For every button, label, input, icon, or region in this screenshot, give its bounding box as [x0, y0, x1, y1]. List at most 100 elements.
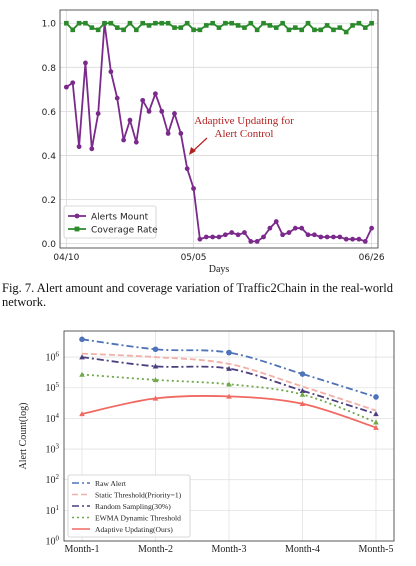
data-point-0: [121, 137, 126, 143]
data-point-1: [343, 29, 349, 35]
data-point-1: [121, 27, 126, 33]
data-point-0: [210, 234, 216, 240]
y-tick-base: 10: [46, 445, 56, 456]
data-point-0: [248, 238, 254, 244]
y-tick-base: 10: [46, 506, 56, 517]
data-point-1: [286, 27, 292, 33]
legend-label-1: Coverage Rate: [91, 225, 158, 235]
data-point-0: [312, 232, 317, 238]
data-point-1: [261, 20, 266, 26]
data-point-0: [242, 230, 247, 235]
data-point-1: [331, 27, 336, 33]
alerts-coverage-chart: 0.0 0.2 0.4 0.6 0.8 1.0 04/10 05/05 06/26 Days Ada…: [42, 9, 385, 275]
x-tick-label: 04/10: [53, 253, 79, 263]
data-point-0: [127, 117, 133, 123]
y-tick-base: 10: [46, 383, 56, 394]
series-line-3: [81, 373, 377, 424]
legend-label-2: Random Sampling(30%): [95, 502, 171, 511]
data-point-2: [226, 365, 232, 371]
data-point-0: [222, 232, 228, 238]
data-point-1: [70, 27, 76, 33]
data-point-1: [165, 20, 171, 26]
data-point-1: [153, 20, 158, 26]
data-point-1: [254, 27, 260, 33]
y-tick-label: 100: [46, 535, 60, 548]
data-point-0: [373, 394, 379, 400]
series-line-2: [81, 356, 377, 415]
data-point-3: [299, 391, 306, 397]
x-tick-label: 06/26: [359, 253, 385, 263]
data-point-1: [197, 27, 203, 33]
data-point-2: [152, 363, 159, 369]
data-point-0: [133, 139, 139, 145]
data-point-0: [229, 230, 235, 235]
legend-box: [67, 474, 191, 538]
data-point-0: [261, 234, 266, 240]
data-point-0: [146, 108, 152, 114]
data-point-0: [191, 186, 196, 191]
data-point-0: [63, 84, 69, 90]
data-point-0: [95, 111, 101, 116]
data-point-1: [229, 20, 235, 26]
data-point-0: [343, 236, 349, 242]
y-tick-exponent: 3: [56, 443, 60, 451]
y-tick-label: 0.2: [42, 196, 56, 206]
data-point-0: [280, 232, 285, 238]
y-tick-label: 0.8: [42, 64, 57, 74]
plot-frame: [63, 330, 395, 542]
y-tick-base: 10: [46, 475, 56, 486]
data-point-1: [159, 20, 165, 26]
legend-label-0: Raw Alert: [95, 479, 127, 488]
y-tick-exponent: 2: [56, 473, 60, 481]
data-point-4: [299, 400, 306, 407]
x-tick-label: Month-3: [212, 544, 247, 555]
data-point-4: [79, 411, 85, 417]
data-point-0: [305, 232, 311, 238]
data-point-1: [235, 23, 241, 28]
data-point-2: [79, 354, 85, 360]
y-tick-label: 104: [46, 412, 60, 425]
y-tick-label: 105: [46, 381, 60, 394]
x-tick-label: Month-4: [285, 544, 320, 555]
y-tick-exponent: 4: [56, 412, 60, 420]
data-point-1: [127, 20, 133, 26]
data-point-1: [312, 27, 317, 33]
data-point-0: [235, 232, 241, 238]
data-point-0: [184, 166, 190, 172]
data-point-0: [114, 95, 120, 101]
y-tick-exponent: 6: [56, 351, 60, 359]
annotation-arrowhead: [189, 147, 196, 155]
data-point-0: [165, 131, 171, 136]
legend-label-0: Alerts Mount: [91, 212, 149, 222]
data-point-0: [362, 238, 368, 244]
data-point-1: [203, 23, 209, 28]
figure-caption: Fig. 7. Alert amount and coverage variat…: [2, 281, 393, 309]
data-point-0: [337, 234, 343, 240]
y-tick-label: 0.4: [42, 152, 57, 162]
data-point-1: [223, 20, 228, 26]
x-tick-label: Month-2: [138, 544, 173, 555]
data-point-0: [226, 349, 232, 356]
x-axis-label: Days: [209, 264, 230, 275]
data-point-0: [324, 234, 330, 240]
data-point-1: [146, 23, 152, 28]
data-point-1: [293, 25, 298, 30]
data-point-0: [267, 225, 273, 231]
legend-marker-1: [74, 226, 80, 232]
data-point-1: [299, 27, 304, 33]
data-point-1: [172, 25, 177, 30]
data-point-1: [184, 20, 190, 26]
data-point-1: [248, 20, 254, 26]
y-tick-label: 0.0: [42, 240, 57, 250]
data-point-1: [350, 23, 355, 28]
data-point-4: [373, 424, 379, 430]
data-point-0: [203, 234, 209, 240]
data-point-0: [108, 69, 114, 75]
data-point-0: [172, 111, 177, 116]
data-point-0: [273, 219, 279, 224]
y-tick-exponent: 0: [56, 535, 60, 543]
data-point-0: [89, 146, 95, 152]
data-point-3: [226, 381, 232, 387]
legend-marker-0: [74, 213, 80, 219]
y-tick-label: 102: [46, 473, 60, 486]
